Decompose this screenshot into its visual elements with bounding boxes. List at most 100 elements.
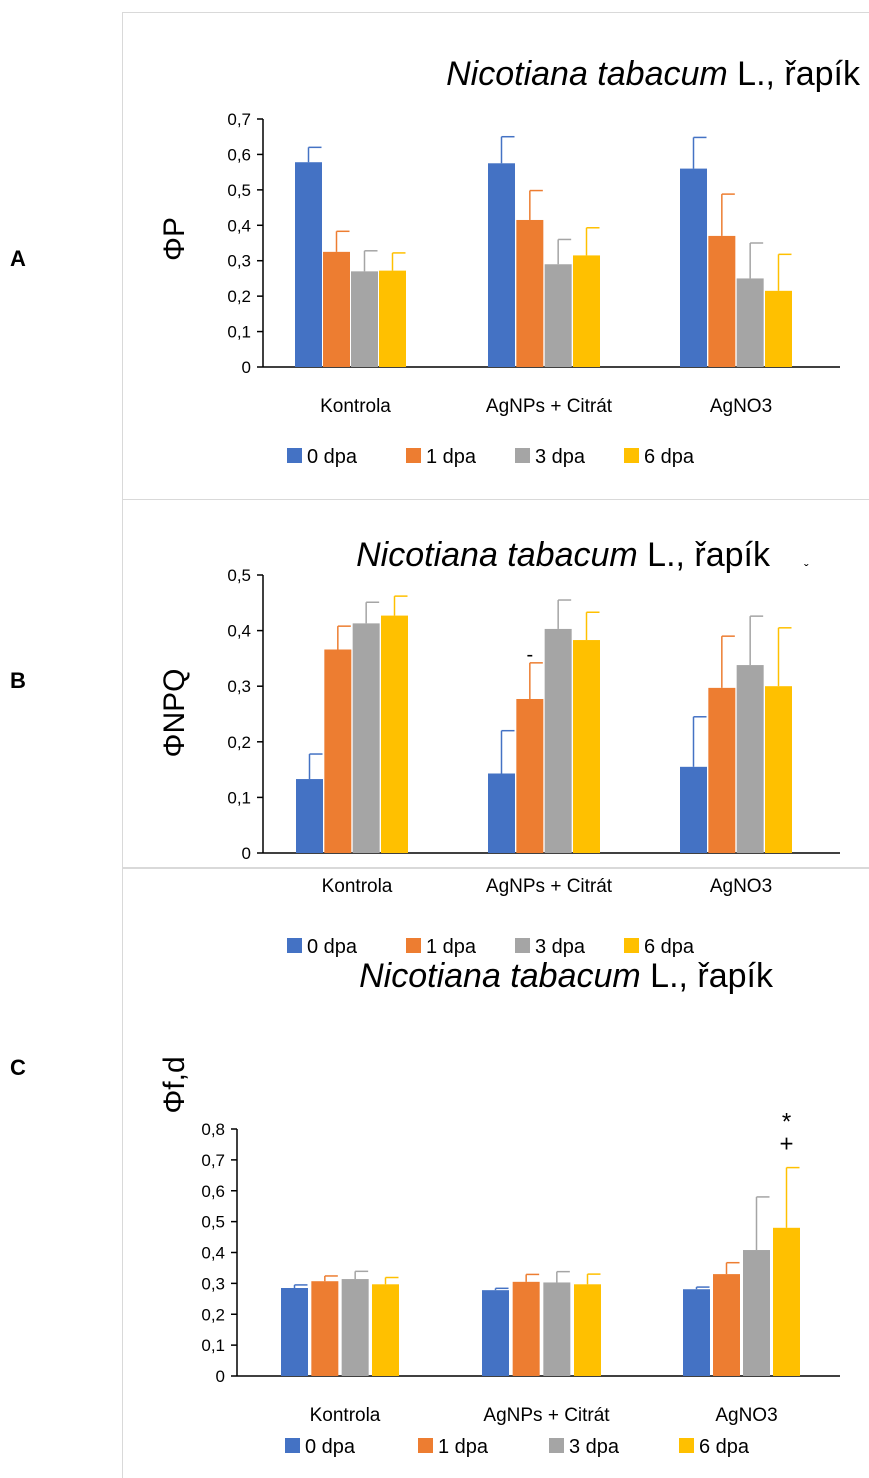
y-tick-label: 0,8 xyxy=(201,1120,225,1139)
annotation-mark: + xyxy=(779,1131,793,1158)
chart-title: Nicotiana tabacum L., řapík xyxy=(356,536,771,574)
legend-swatch xyxy=(624,938,639,953)
y-tick-label: 0,6 xyxy=(227,145,251,164)
chart-title-species: Nicotiana tabacum xyxy=(359,957,641,995)
category-label: Kontrola xyxy=(322,876,393,897)
bar-3-1 xyxy=(574,1284,601,1376)
y-tick-label: 0,2 xyxy=(227,287,251,306)
y-axis-label: Φf,d xyxy=(158,1056,191,1113)
legend-label: 6 dpa xyxy=(644,446,695,468)
bar-1-2 xyxy=(713,1274,740,1376)
y-tick-label: 0,5 xyxy=(201,1213,225,1232)
legend-label: 1 dpa xyxy=(426,936,477,958)
legend-swatch xyxy=(679,1438,694,1453)
legend-label: 3 dpa xyxy=(535,936,586,958)
bar-3-0 xyxy=(379,270,406,367)
legend-swatch xyxy=(287,938,302,953)
bar-0-0 xyxy=(295,162,322,367)
legend-swatch xyxy=(515,448,530,463)
legend-label: 3 dpa xyxy=(569,1436,620,1458)
y-tick-label: 0,1 xyxy=(201,1336,225,1355)
chart-frame-a xyxy=(122,12,869,500)
y-tick-label: 0,5 xyxy=(227,566,251,585)
bar-3-1 xyxy=(573,640,600,853)
bar-0-2 xyxy=(680,168,707,367)
bar-3-0 xyxy=(372,1284,399,1376)
y-tick-label: 0,3 xyxy=(201,1274,225,1293)
chart-phi-npq: Nicotiana tabacum L., řapík ΦNPQ 0 0,1 0,2 0,… xyxy=(158,536,840,958)
bar-0-1 xyxy=(488,163,515,367)
bar-2-2 xyxy=(736,665,764,853)
panel-letter-c: C xyxy=(10,1055,26,1080)
category-label: AgNPs + Citrát xyxy=(486,876,613,897)
chart-title: Nicotiana tabacum L., řapík xyxy=(446,55,861,93)
y-tick-label: 0,3 xyxy=(227,677,251,696)
chart-phi-fd: Nicotiana tabacum L., řapík Φf,d 0 0,1 0,2 0,… xyxy=(158,957,840,1458)
bar-2-0 xyxy=(352,623,380,853)
bar-3-0 xyxy=(381,615,408,853)
bar-2-2 xyxy=(743,1250,770,1376)
bar-2-1 xyxy=(544,264,572,367)
annotation-mark: - xyxy=(526,644,533,666)
y-tick-label: 0,5 xyxy=(227,181,251,200)
bar-2-1 xyxy=(543,1282,571,1376)
bar-2-2 xyxy=(736,278,764,367)
legend-label: 0 dpa xyxy=(305,1436,356,1458)
y-tick-label: 0,1 xyxy=(227,788,251,807)
category-label: Kontrola xyxy=(320,396,391,417)
bar-2-0 xyxy=(351,271,378,367)
chart-frame-c xyxy=(122,868,869,1478)
y-tick-label: 0,6 xyxy=(201,1182,225,1201)
category-label: AgNPs + Citrát xyxy=(483,1405,610,1426)
y-tick-label: 0,4 xyxy=(227,216,251,235)
bar-3-2 xyxy=(773,1227,800,1376)
bar-1-0 xyxy=(324,649,352,853)
bar-0-0 xyxy=(281,1288,308,1376)
bar-0-1 xyxy=(482,1290,509,1376)
legend-swatch xyxy=(515,938,530,953)
bar-3-2 xyxy=(765,290,792,367)
legend-label: 3 dpa xyxy=(535,446,586,468)
legend-swatch xyxy=(285,1438,300,1453)
panel-letter-a: A xyxy=(10,246,26,271)
category-label: AgNO3 xyxy=(710,876,772,897)
legend-label: 1 dpa xyxy=(438,1436,489,1458)
legend-swatch xyxy=(549,1438,564,1453)
bar-2-1 xyxy=(544,628,572,853)
y-tick-label: 0,4 xyxy=(201,1244,225,1263)
bar-1-2 xyxy=(708,235,736,367)
bar-3-1 xyxy=(573,255,600,367)
annotation-mark: ˇ xyxy=(804,561,809,577)
y-tick-label: 0,2 xyxy=(201,1305,225,1324)
y-tick-label: 0,3 xyxy=(227,252,251,271)
panel-letter-b: B xyxy=(10,668,26,693)
bar-1-1 xyxy=(516,698,544,853)
y-tick-label: 0 xyxy=(216,1367,225,1386)
bar-0-1 xyxy=(488,773,515,853)
annotation-mark: * xyxy=(782,1109,791,1136)
bar-2-0 xyxy=(341,1279,369,1376)
y-tick-label: 0,2 xyxy=(227,733,251,752)
legend-swatch xyxy=(418,1438,433,1453)
legend-label: 6 dpa xyxy=(644,936,695,958)
chart-phi-p: Nicotiana tabacum L., řapík ΦP 0 0,1 0,2 0,3 0… xyxy=(158,55,861,468)
bar-1-0 xyxy=(323,251,350,367)
legend-label: 0 dpa xyxy=(307,936,358,958)
legend-swatch xyxy=(624,448,639,463)
bar-3-2 xyxy=(765,686,792,853)
chart-title-species: Nicotiana tabacum xyxy=(446,55,728,93)
y-tick-label: 0,1 xyxy=(227,323,251,342)
y-tick-label: 0,7 xyxy=(201,1151,225,1170)
category-label: Kontrola xyxy=(310,1405,381,1426)
legend-label: 6 dpa xyxy=(699,1436,750,1458)
category-label: AgNO3 xyxy=(710,396,772,417)
bar-0-0 xyxy=(296,779,323,853)
chart-title: Nicotiana tabacum L., řapík xyxy=(359,957,774,995)
chart-frame-b xyxy=(122,500,869,868)
y-tick-label: 0 xyxy=(242,358,251,377)
chart-title-rest: L., řapík xyxy=(728,55,861,93)
chart-title-rest: L., řapík xyxy=(641,957,774,995)
bar-0-2 xyxy=(680,766,707,853)
legend-swatch xyxy=(406,448,421,463)
bar-1-2 xyxy=(708,687,736,853)
